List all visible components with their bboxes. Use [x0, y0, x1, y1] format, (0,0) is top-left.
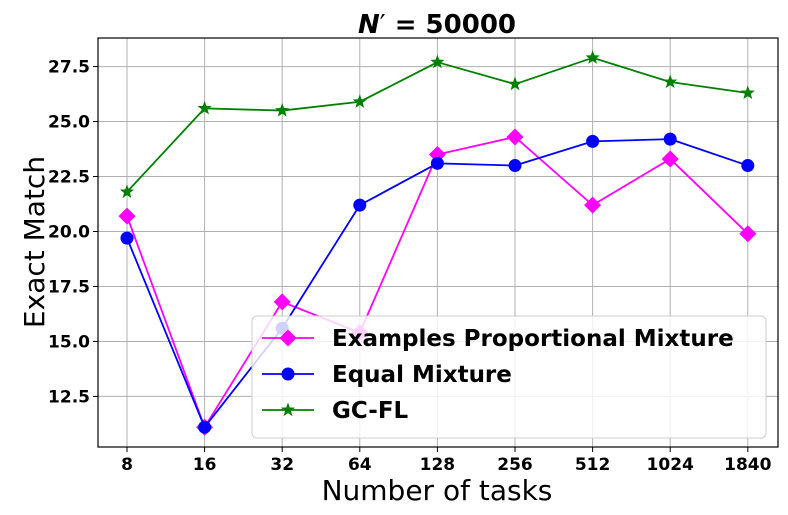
y-tick-label: 15.0	[48, 332, 90, 352]
x-axis-label: Number of tasks	[322, 474, 553, 507]
data-point	[585, 50, 600, 64]
data-point	[430, 54, 445, 69]
legend-box	[251, 315, 767, 439]
data-point	[197, 100, 212, 115]
chart-title-symbol: N	[358, 10, 380, 40]
data-point	[275, 103, 290, 117]
legend-marker	[279, 329, 297, 347]
data-point	[198, 420, 212, 434]
data-point	[661, 150, 679, 168]
data-point	[507, 76, 523, 91]
plot-frame	[97, 37, 779, 448]
legend-marker	[281, 367, 295, 381]
data-point	[663, 132, 677, 146]
data-point	[352, 94, 367, 108]
legend-marker	[280, 402, 296, 417]
y-tick-label: 20.0	[48, 223, 90, 243]
y-tick-label: 27.5	[48, 58, 90, 78]
data-point	[120, 231, 134, 245]
legend-entry: Examples Proportional Mixture	[262, 326, 734, 352]
data-point	[119, 184, 135, 198]
data-point	[273, 293, 291, 311]
chart-title-prime: ′	[380, 10, 386, 40]
x-tick-label: 512	[575, 455, 611, 475]
data-point	[586, 134, 600, 148]
data-point	[740, 85, 755, 100]
axes: 8 16 32 64 128 256 512 1024 1840 12.5 15.0 17.5 20.0…	[48, 37, 779, 475]
legend-entry: GC-FL	[262, 398, 409, 424]
chart-title-value: = 50000	[386, 10, 516, 40]
y-axis-label: Exact Match	[18, 156, 51, 328]
legend-label: GC-FL	[332, 398, 409, 424]
x-tick-label: 16	[193, 455, 217, 475]
legend: Examples Proportional Mixture Equal Mixtu…	[251, 315, 767, 439]
y-tick-label: 22.5	[48, 168, 90, 188]
y-tick-label: 17.5	[48, 277, 90, 297]
x-tick-label: 256	[497, 455, 533, 475]
series-3	[119, 50, 755, 198]
data-point	[118, 207, 136, 225]
x-tick-label: 32	[270, 455, 294, 475]
data-point	[506, 128, 524, 146]
legend-entry: Equal Mixture	[262, 362, 512, 388]
legend-label: Equal Mixture	[332, 362, 512, 388]
data-point	[508, 159, 522, 173]
x-tick-label: 64	[348, 455, 372, 475]
y-tick-label: 25.0	[48, 113, 90, 133]
data-point	[430, 156, 444, 170]
x-tick-label: 128	[420, 455, 456, 475]
data-point	[739, 225, 757, 243]
x-tick-label: 1024	[647, 455, 694, 475]
data-point	[584, 196, 602, 214]
data-point	[663, 74, 678, 89]
legend-label: Examples Proportional Mixture	[332, 326, 734, 352]
y-tick-label: 12.5	[48, 387, 90, 407]
data-point	[741, 159, 755, 173]
chart-title: N′ = 50000	[358, 10, 516, 40]
x-tick-label: 8	[121, 455, 133, 475]
x-tick-label: 1840	[724, 455, 771, 475]
data-point	[353, 198, 367, 212]
